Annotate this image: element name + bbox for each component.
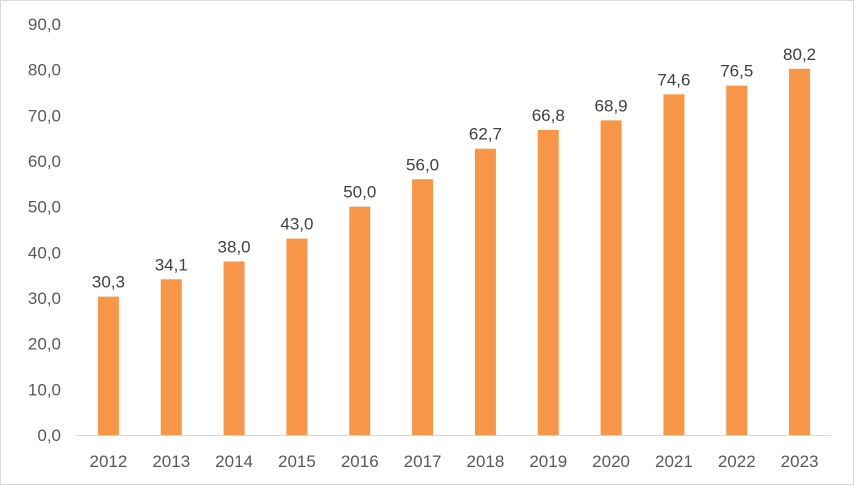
y-tick-label: 60,0 (28, 152, 61, 171)
data-label: 68,9 (595, 96, 628, 115)
x-tick-label: 2017 (404, 452, 442, 471)
data-label: 34,1 (155, 255, 188, 274)
bar (97, 296, 119, 435)
data-label: 66,8 (532, 106, 565, 125)
x-tick-label: 2015 (278, 452, 316, 471)
bar (600, 120, 622, 436)
x-tick-label: 2019 (529, 452, 567, 471)
y-tick-label: 70,0 (28, 106, 61, 125)
y-tick-label: 40,0 (28, 243, 61, 262)
y-tick-label: 90,0 (28, 15, 61, 34)
data-label: 43,0 (280, 215, 313, 234)
bar (160, 279, 182, 435)
bar (474, 148, 496, 436)
x-tick-label: 2013 (152, 452, 190, 471)
data-label: 50,0 (343, 183, 376, 202)
bar (537, 129, 559, 436)
y-tick-label: 0,0 (37, 426, 61, 445)
x-tick-label: 2021 (655, 452, 693, 471)
y-tick-label: 80,0 (28, 61, 61, 80)
bar (286, 238, 308, 435)
y-tick-label: 30,0 (28, 289, 61, 308)
bar (726, 85, 748, 436)
x-tick-label: 2014 (215, 452, 253, 471)
x-tick-label: 2012 (90, 452, 128, 471)
data-label: 30,3 (92, 273, 125, 292)
x-tick-label: 2018 (467, 452, 505, 471)
x-tick-label: 2022 (718, 452, 756, 471)
y-tick-label: 10,0 (28, 380, 61, 399)
x-tick-label: 2016 (341, 452, 379, 471)
y-tick-label: 20,0 (28, 335, 61, 354)
data-label: 80,2 (783, 45, 816, 64)
bar (223, 261, 245, 435)
x-axis-tick-labels: 2012 2013 2014 2015 2016 2017 2018 2019 2020 2021… (90, 452, 819, 471)
x-tick-label: 2023 (781, 452, 819, 471)
bar (412, 179, 434, 435)
data-labels-group: 30,3 34,1 38,0 43,0 50,0 56,0 62,7 66,8 68,9 74,6… (92, 45, 816, 292)
data-label: 62,7 (469, 125, 502, 144)
bar (663, 94, 685, 436)
bar (349, 206, 371, 435)
x-tick-label: 2020 (592, 452, 630, 471)
bars-group (97, 68, 811, 436)
data-label: 76,5 (720, 62, 753, 81)
y-axis-tick-labels: 0,0 10,0 20,0 30,0 40,0 50,0 60,0 70,0 80,0 90,0 (28, 15, 61, 445)
data-label: 74,6 (657, 70, 690, 89)
data-label: 56,0 (406, 155, 439, 174)
bar (789, 68, 811, 436)
data-label: 38,0 (218, 237, 251, 256)
y-tick-label: 50,0 (28, 198, 61, 217)
